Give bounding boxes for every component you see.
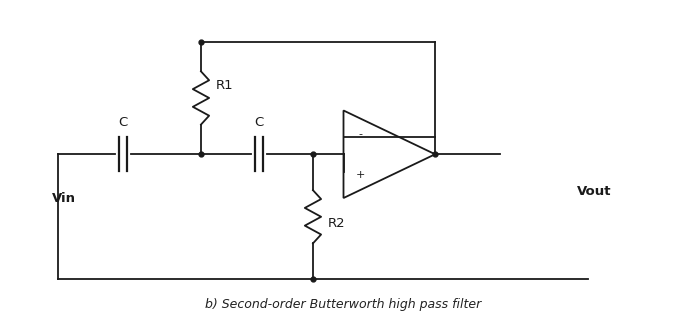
Text: Vout: Vout [577,185,612,198]
Text: +: + [356,170,365,180]
Text: Vin: Vin [52,192,76,204]
Text: R1: R1 [216,79,234,92]
Text: C: C [254,116,263,129]
Text: b) Second-order Butterworth high pass filter: b) Second-order Butterworth high pass fi… [205,298,482,311]
Text: C: C [118,116,128,129]
Text: R2: R2 [328,217,346,230]
Text: -: - [359,129,363,139]
